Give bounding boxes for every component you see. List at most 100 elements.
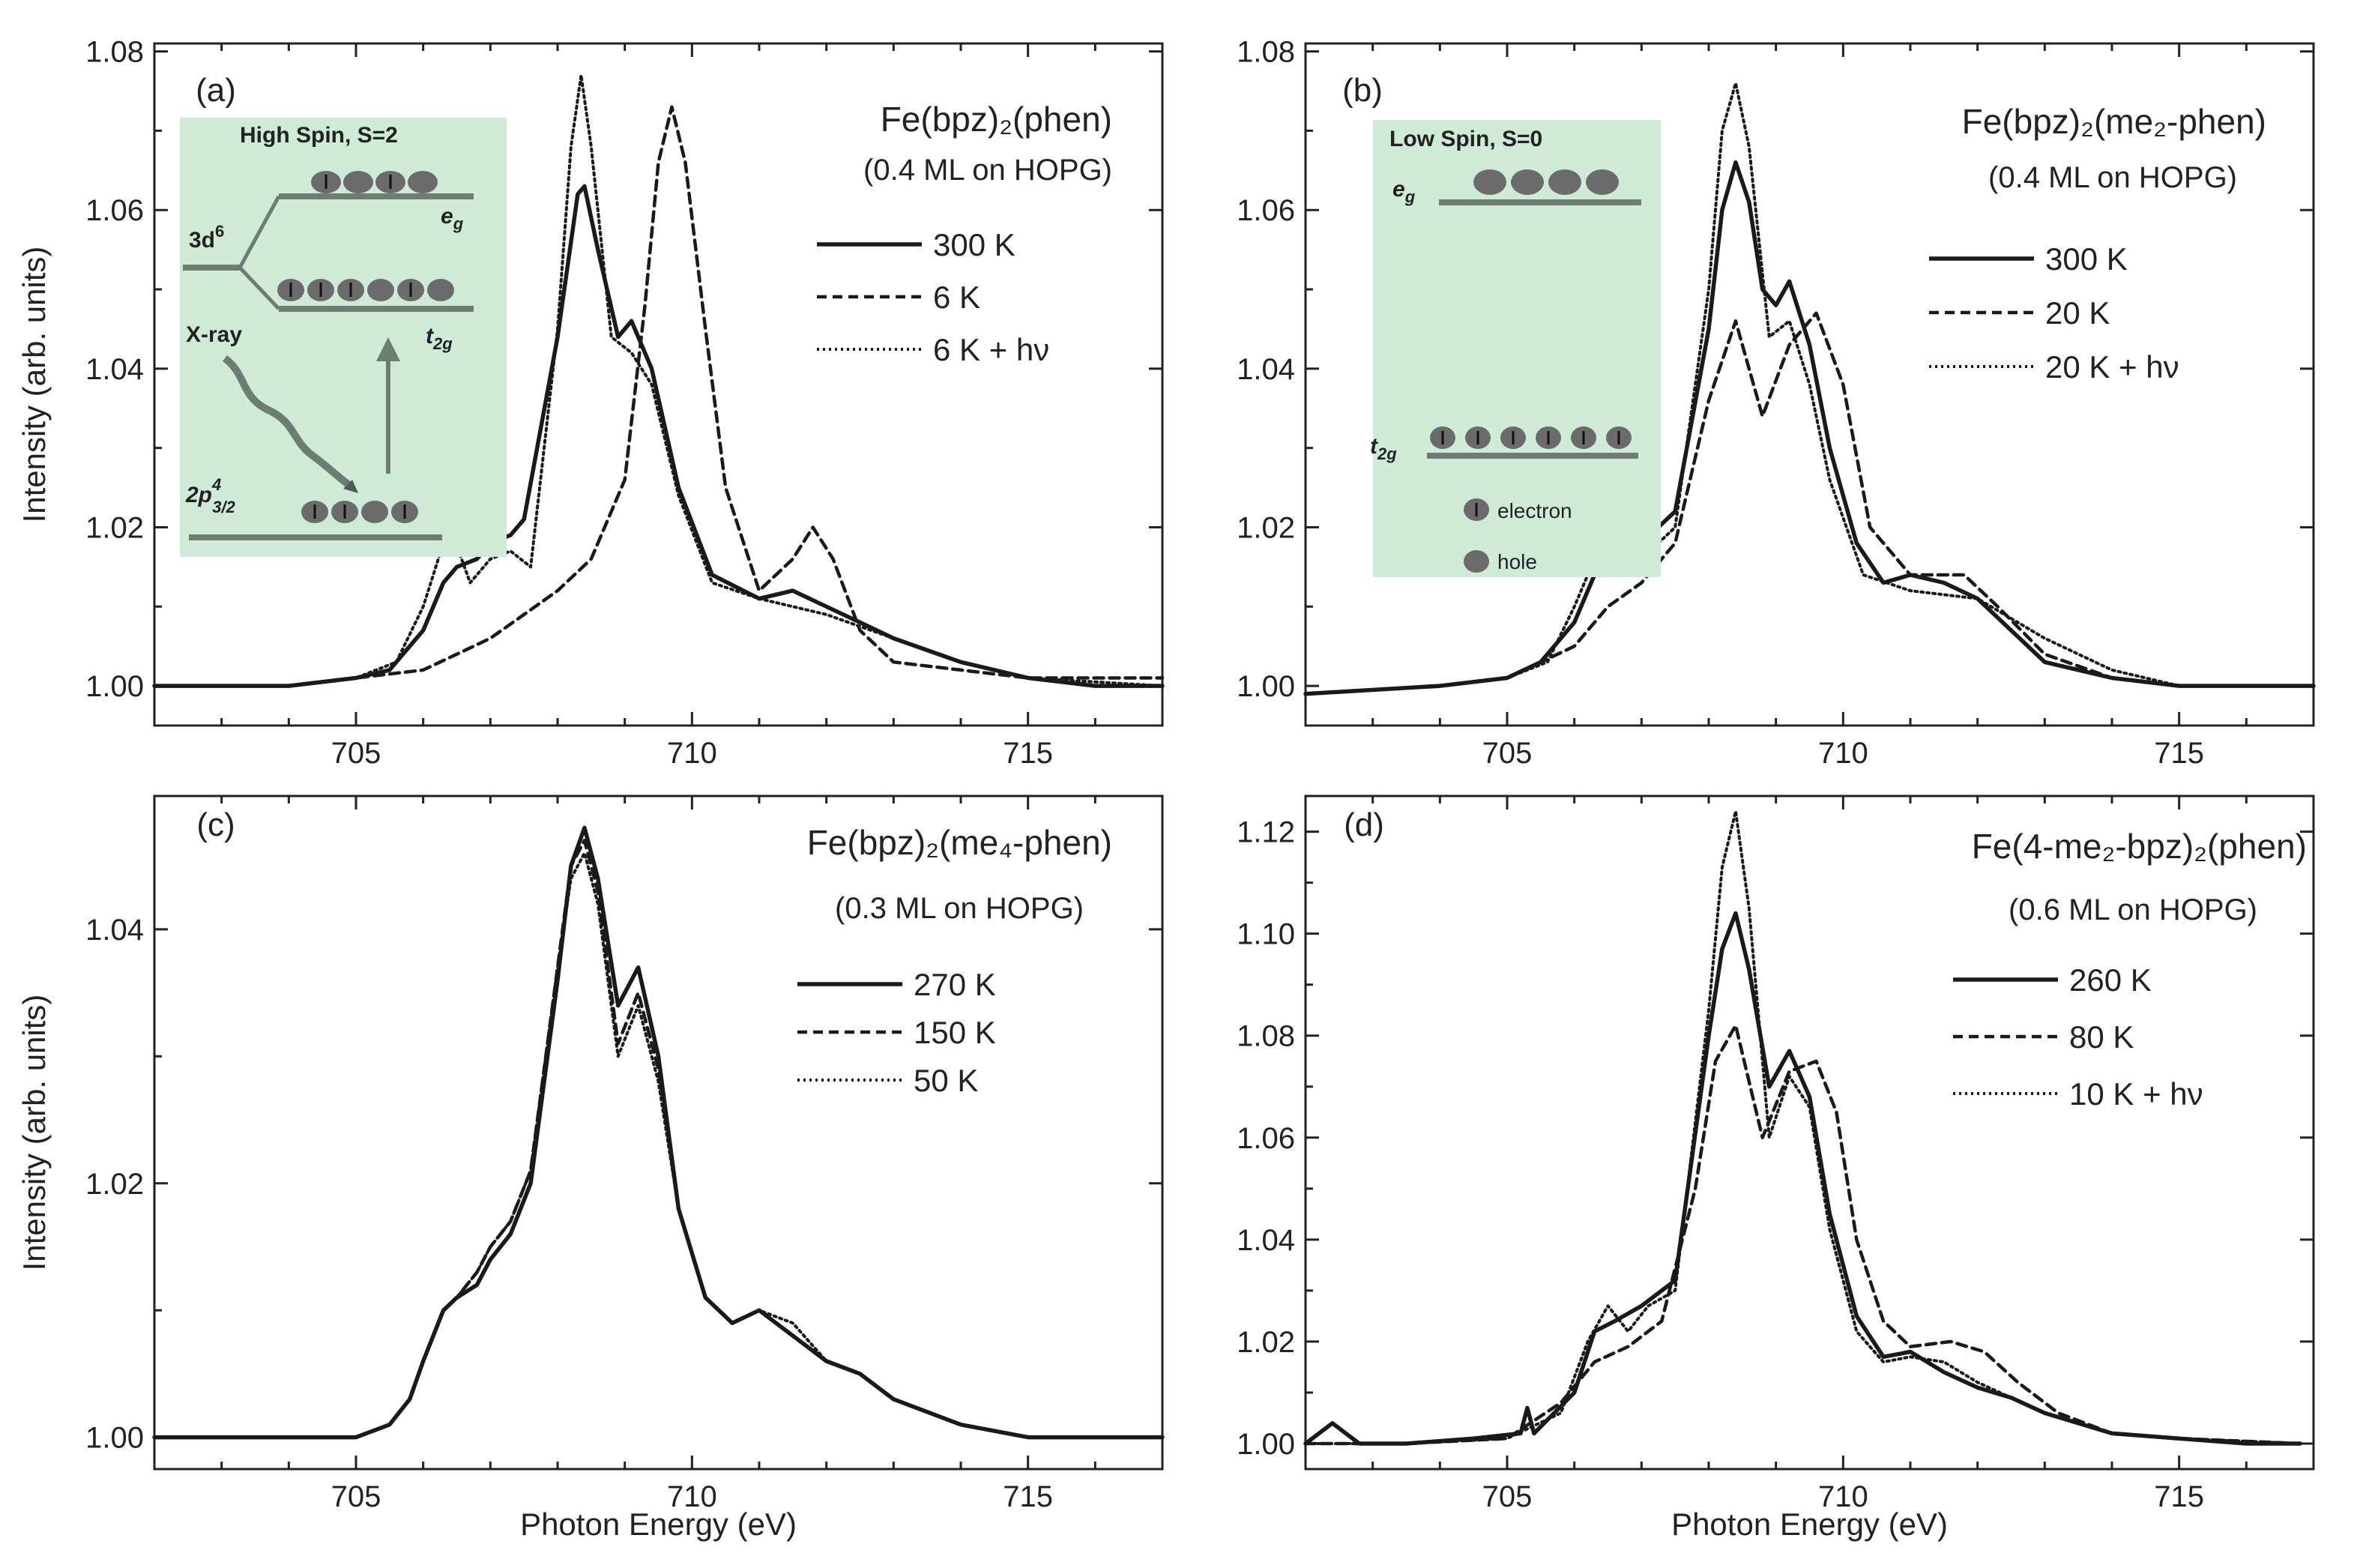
chart-title: Fe(bpz)₂(phen): [881, 100, 1112, 139]
x-tick-label: 705: [331, 737, 381, 770]
3d6-label: 3d6: [189, 222, 224, 253]
eg-holes-and-electrons: [311, 171, 438, 193]
hole-marker: [1511, 169, 1544, 195]
y-tick-label: 1.06: [1237, 194, 1295, 227]
series-line-dotted: [153, 851, 1164, 1439]
x-axis-title: Photon Energy (eV): [520, 1507, 797, 1542]
plot-frame: [153, 794, 1164, 1471]
x-tick-label: 715: [1003, 737, 1053, 770]
chart-subtitle: (0.4 ML on HOPG): [1988, 161, 2237, 194]
legend-label: 270 K: [914, 967, 996, 1002]
y-tick-label: 1.00: [1237, 1428, 1295, 1461]
hole-marker: [367, 279, 394, 301]
inset-background: [1373, 120, 1661, 577]
y-axis-title: Intensity (arb. units): [16, 247, 52, 523]
y-tick-label: 1.02: [1237, 1326, 1295, 1359]
x-tick-label: 705: [1482, 1480, 1533, 1513]
series-line-dotted: [1304, 809, 2302, 1445]
inset-title: Low Spin, S=0: [1389, 127, 1542, 151]
chart-subtitle: (0.4 ML on HOPG): [863, 154, 1112, 187]
panel-d: 705 710 715 1.00 1.02 1.04 1.06 1.08 1.10 1.12 (d)…: [1237, 794, 2315, 1542]
y-tick-label: 1.04: [85, 353, 144, 386]
hole-marker: [427, 279, 454, 301]
series-line-dotted: [1304, 81, 2315, 696]
legend-label: 300 K: [933, 227, 1015, 262]
eg-label: eg: [1392, 177, 1416, 206]
hole-marker: [1473, 169, 1506, 195]
legend-label: 300 K: [2045, 241, 2128, 277]
series-line-dashed: [152, 105, 1165, 688]
chart-title: Fe(bpz)₂(me₂-phen): [1962, 102, 2266, 141]
xray-arrowhead: [343, 480, 358, 493]
t2g-label: t2g: [1370, 434, 1397, 463]
chart-title: Fe(4-me₂-bpz)₂(phen): [1972, 827, 2307, 866]
y-tick-label: 1.10: [1237, 918, 1295, 951]
legend-label: 260 K: [2069, 962, 2152, 998]
legend-label: 20 K + hν: [2045, 349, 2179, 385]
series-line-dashed: [152, 839, 1165, 1439]
panel-label: (b): [1342, 72, 1383, 109]
xray-wave-arrow: [222, 355, 354, 491]
legend-label: 20 K: [2045, 295, 2110, 331]
2p-electrons: [301, 501, 418, 523]
chart-title: Fe(bpz)₂(me₄-phen): [807, 823, 1112, 862]
y-tick-label: 1.04: [1237, 353, 1295, 386]
legend-label: 50 K: [914, 1063, 978, 1098]
legend-label: 80 K: [2069, 1019, 2134, 1055]
split-line-down: [238, 266, 280, 310]
split-line-up: [238, 195, 281, 269]
x-tick-label: 710: [1818, 1480, 1868, 1513]
x-tick-label: 715: [2154, 737, 2204, 770]
plot-frame: [1304, 794, 2315, 1471]
series-line-dashed: [1303, 311, 2316, 696]
t2g-label: t2g: [426, 324, 453, 353]
hole-marker: [343, 171, 373, 193]
panel-a: 705 710 715 1.00 1.02 1.04 1.06 1.08 (a) Fe(bpz)₂…: [16, 36, 1165, 770]
panel-c: 705 710 715 1.00 1.02 1.04 (c) Fe(bpz)₂(me₄-phe…: [16, 794, 1165, 1542]
x-tick-label: 710: [667, 737, 717, 770]
legend-label: 6 K + hν: [933, 332, 1049, 367]
hole-marker: [1548, 169, 1581, 195]
series-line-dotted: [153, 73, 1164, 688]
panel-label: (a): [196, 72, 236, 109]
x-tick-label: 705: [1482, 737, 1533, 770]
hole-legend-label: hole: [1497, 550, 1537, 573]
hole-marker: [1586, 169, 1619, 195]
inset-title: High Spin, S=2: [240, 123, 398, 148]
panel-label: (d): [1344, 806, 1384, 843]
y-tick-label: 1.00: [1237, 670, 1295, 703]
series-line-solid: [1303, 160, 2316, 696]
y-tick-label: 1.02: [85, 1168, 144, 1201]
hole-marker: [361, 501, 388, 523]
y-tick-label: 1.06: [85, 194, 144, 227]
y-tick-label: 1.06: [1237, 1122, 1295, 1155]
legend-label: 6 K: [933, 280, 980, 315]
t2g-electrons: [277, 279, 454, 301]
y-tick-label: 1.02: [85, 511, 144, 544]
inset-low-spin-diagram: Low Spin, S=0 eg t2g electron: [1370, 120, 1661, 577]
inset-high-spin-diagram: High Spin, S=2 eg 3d6: [180, 118, 507, 557]
x-tick-label: 715: [2154, 1480, 2204, 1513]
y-tick-label: 1.04: [1237, 1224, 1295, 1257]
y-tick-label: 1.12: [1237, 816, 1295, 849]
y-tick-label: 1.02: [1237, 511, 1295, 544]
2p-label: 2p4 3/2: [185, 475, 236, 516]
y-axis-title: Intensity (arb. units): [16, 995, 52, 1271]
series-line-dashed: [1303, 1023, 2302, 1446]
electron-legend-label: electron: [1497, 499, 1572, 522]
chart-subtitle: (0.6 ML on HOPG): [2009, 893, 2257, 926]
t2g-electrons: [1430, 426, 1632, 449]
panel-b: 705 710 715 1.00 1.02 1.04 1.06 1.08 (b) Fe(bpz)₂…: [1237, 36, 2316, 770]
absorption-arrowhead: [376, 337, 400, 361]
x-tick-label: 710: [667, 1480, 717, 1513]
y-tick-label: 1.00: [85, 670, 144, 703]
y-tick-label: 1.08: [1237, 36, 1295, 69]
chart-subtitle: (0.3 ML on HOPG): [835, 892, 1084, 925]
eg-label: eg: [441, 204, 464, 233]
panel-label: (c): [196, 806, 235, 843]
xray-label: X-ray: [186, 322, 242, 347]
y-tick-label: 1.08: [85, 36, 144, 69]
legend-label: 150 K: [914, 1015, 996, 1050]
legend-label: 10 K + hν: [2069, 1076, 2203, 1112]
